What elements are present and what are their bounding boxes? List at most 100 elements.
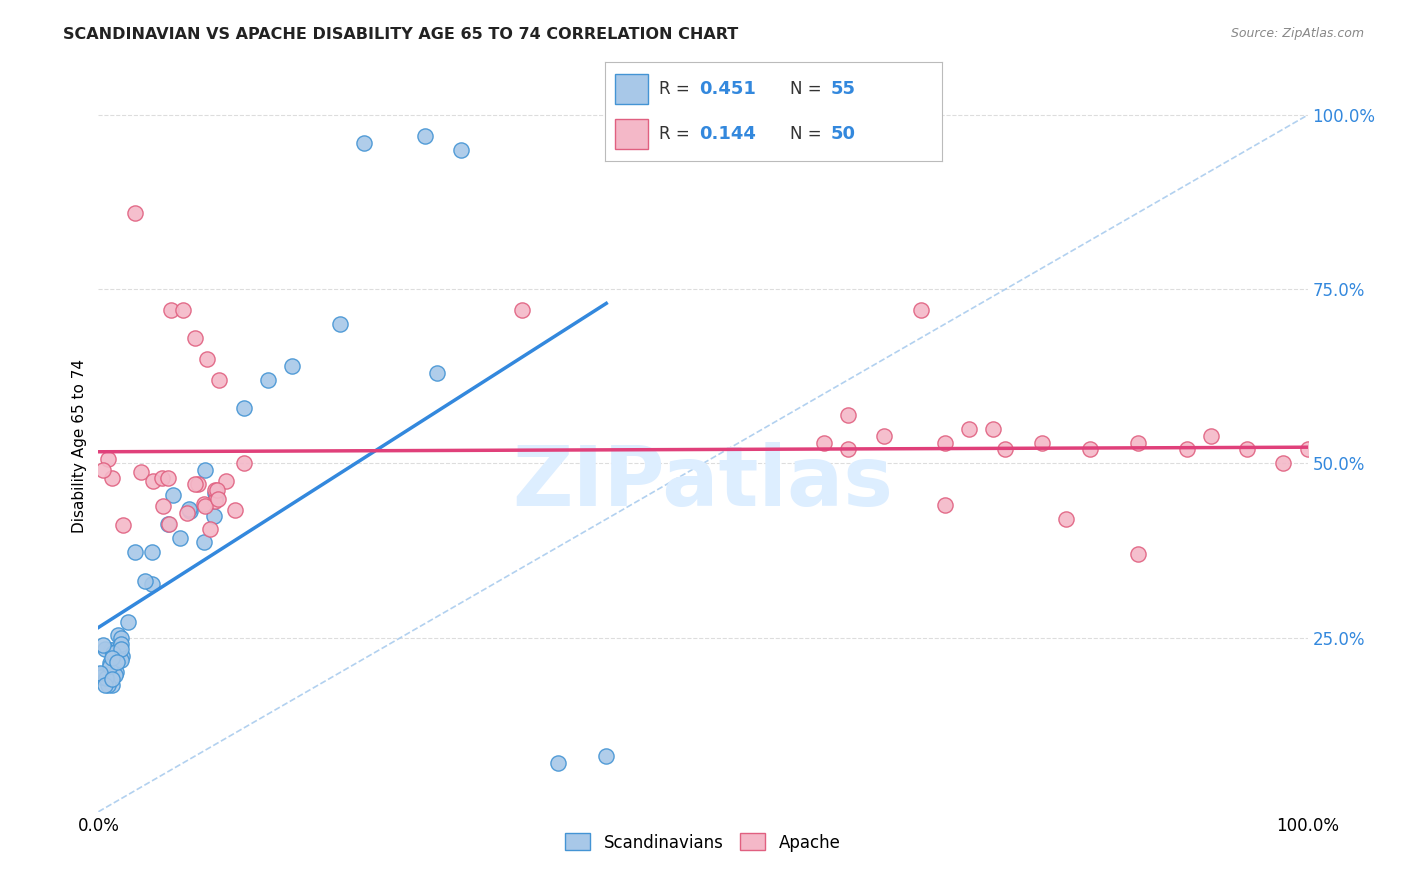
Point [194,499,217,513]
Point [110,642,132,657]
Point [193,534,215,549]
Point [124,545,146,559]
Point [101,673,124,687]
Point [90,667,112,681]
Point [157,516,180,531]
Point [141,545,163,559]
Text: 50: 50 [831,125,856,143]
Point [124,205,146,219]
Point [100,643,122,657]
Point [207,491,229,506]
Point [101,471,124,485]
Point [232,457,254,471]
Point [934,498,956,512]
Point [96,671,118,685]
Point [194,463,217,477]
Point [205,489,228,503]
Point [232,401,254,415]
Point [105,655,128,669]
Text: 55: 55 [831,80,856,98]
Point [107,642,129,657]
Point [104,668,127,682]
Point [134,574,156,588]
Point [97,678,120,692]
Point [1078,442,1101,457]
Point [100,643,122,657]
Text: N =: N = [790,80,827,98]
Text: 0.144: 0.144 [699,125,756,143]
Text: ZIPatlas: ZIPatlas [513,442,893,523]
Point [184,476,207,491]
Text: Source: ZipAtlas.com: Source: ZipAtlas.com [1230,27,1364,40]
Point [186,477,208,491]
Point [224,503,246,517]
Point [98,656,121,670]
Point [957,421,980,435]
Point [1236,442,1258,457]
Point [101,677,124,691]
Y-axis label: Disability Age 65 to 74: Disability Age 65 to 74 [72,359,87,533]
Point [1175,442,1198,457]
Point [117,615,139,630]
Point [204,483,226,497]
Point [152,499,174,513]
Point [202,509,225,524]
Point [141,577,163,591]
Point [150,471,173,485]
Point [510,303,533,318]
Text: SCANDINAVIAN VS APACHE DISABILITY AGE 65 TO 74 CORRELATION CHART: SCANDINAVIAN VS APACHE DISABILITY AGE 65… [63,27,738,42]
Point [91,638,114,652]
Point [157,517,180,532]
Legend: Scandinavians, Apache: Scandinavians, Apache [558,827,848,858]
Point [110,631,132,645]
FancyBboxPatch shape [614,120,648,149]
Text: 0.451: 0.451 [699,80,756,98]
Point [100,651,122,665]
Point [215,474,238,488]
Point [205,483,228,498]
Point [837,442,859,457]
Point [256,373,278,387]
Point [94,666,117,681]
Point [110,653,132,667]
Point [91,463,114,477]
Point [93,641,115,656]
Point [413,128,436,143]
Point [193,497,215,511]
Point [204,486,226,500]
Point [172,303,194,318]
Point [129,465,152,479]
Point [169,531,191,545]
Point [1128,547,1150,561]
Point [1054,512,1077,526]
Point [195,351,218,366]
Point [142,474,165,488]
Point [281,359,304,373]
Point [1296,442,1319,457]
Point [103,647,125,661]
Point [156,471,179,485]
Point [547,756,569,770]
Point [981,421,1004,435]
Point [177,501,200,516]
Point [994,442,1017,457]
Point [90,666,112,681]
Point [105,665,128,680]
Point [1199,428,1222,442]
Point [111,649,134,664]
Point [450,143,472,157]
Point [198,522,221,536]
Text: N =: N = [790,125,827,143]
Point [162,488,184,502]
Point [353,136,375,150]
FancyBboxPatch shape [614,74,648,103]
Point [837,408,859,422]
Point [90,670,112,684]
Point [813,435,835,450]
Point [107,628,129,642]
Point [1272,457,1295,471]
Point [595,749,617,764]
Point [98,658,121,673]
Point [97,452,120,467]
Point [176,506,198,520]
